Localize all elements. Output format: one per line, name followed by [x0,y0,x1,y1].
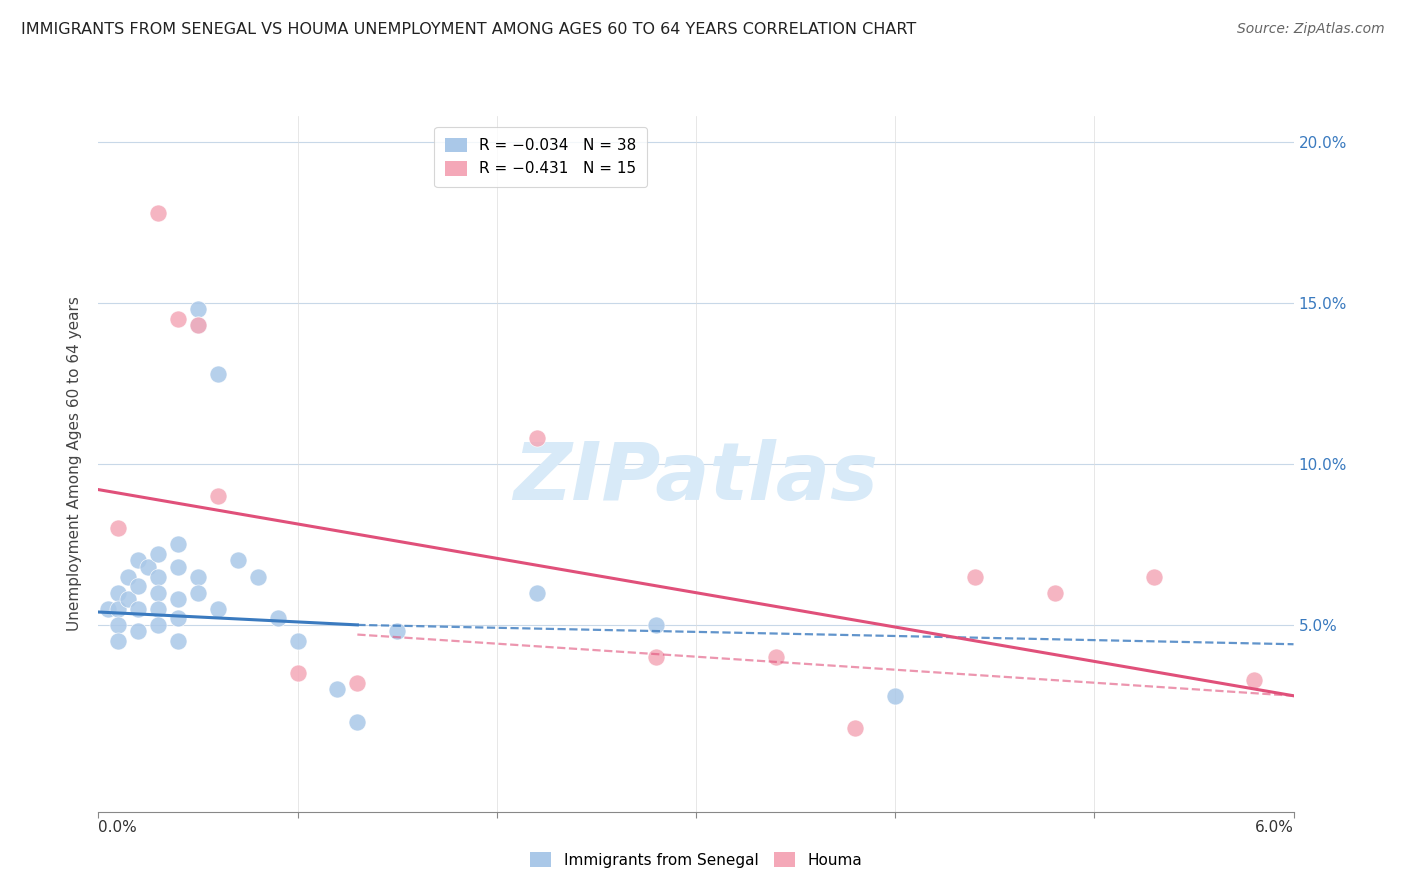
Point [107,601,129,615]
Text: 0.0%: 0.0% [98,820,138,835]
Point [117,592,139,607]
Point [246,569,269,583]
Point [107,585,129,599]
Point [765,650,787,665]
Point [127,624,149,639]
Point [963,569,986,583]
Point [107,618,129,632]
Text: Source: ZipAtlas.com: Source: ZipAtlas.com [1237,22,1385,37]
Point [167,592,190,607]
Point [326,682,349,697]
Text: ZIPatlas: ZIPatlas [513,439,879,516]
Point [526,585,548,599]
Point [127,553,149,567]
Point [187,318,209,333]
Point [267,611,290,625]
Point [844,721,866,735]
Point [148,601,170,615]
Point [346,676,368,690]
Point [167,537,190,551]
Point [187,318,209,333]
Point [287,634,309,648]
Point [167,611,190,625]
Point [107,521,129,535]
Point [107,634,129,648]
Point [207,489,229,503]
Point [148,569,170,583]
Point [167,560,190,574]
Point [884,689,907,703]
Text: IMMIGRANTS FROM SENEGAL VS HOUMA UNEMPLOYMENT AMONG AGES 60 TO 64 YEARS CORRELAT: IMMIGRANTS FROM SENEGAL VS HOUMA UNEMPLO… [21,22,917,37]
Point [187,569,209,583]
Point [526,431,548,445]
Point [645,650,668,665]
Y-axis label: Unemployment Among Ages 60 to 64 years: Unemployment Among Ages 60 to 64 years [67,296,83,632]
Point [1243,673,1265,687]
Point [207,601,229,615]
Point [346,714,368,729]
Point [187,302,209,317]
Point [148,547,170,561]
Point [148,618,170,632]
Point [226,553,249,567]
Point [167,634,190,648]
Point [1143,569,1166,583]
Point [645,618,668,632]
Point [385,624,409,639]
Point [148,205,170,219]
Point [1043,585,1066,599]
Point [148,585,170,599]
Point [136,560,159,574]
Point [127,579,149,593]
Point [287,666,309,681]
Text: 6.0%: 6.0% [1254,820,1294,835]
Legend: Immigrants from Senegal, Houma: Immigrants from Senegal, Houma [524,846,868,873]
Point [207,367,229,381]
Point [117,569,139,583]
Point [127,601,149,615]
Point [167,312,190,326]
Point [97,601,120,615]
Point [187,585,209,599]
